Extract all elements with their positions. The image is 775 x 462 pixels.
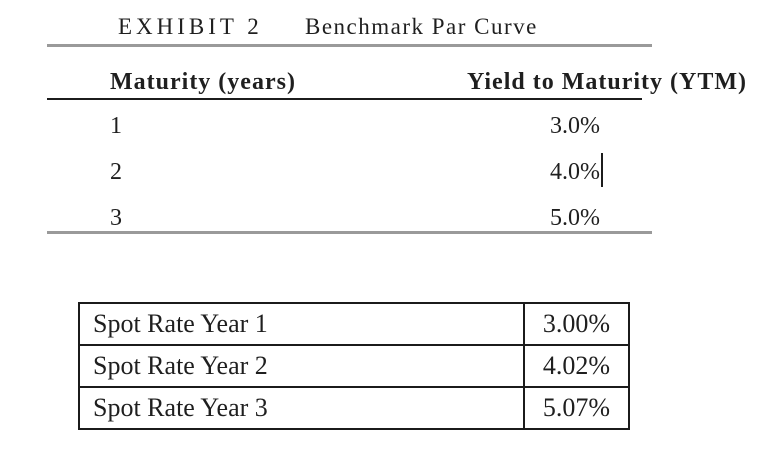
header-rule xyxy=(47,98,642,100)
column-header-ytm: Yield to Maturity (YTM) xyxy=(466,69,747,95)
table-row: Spot Rate Year 2 4.02% xyxy=(78,344,630,388)
par-curve-row: 2 4.0% xyxy=(0,157,775,187)
table-row: Spot Rate Year 3 5.07% xyxy=(78,386,630,430)
spot-rate-value: 3.00% xyxy=(523,302,630,346)
maturity-cell: 1 xyxy=(110,113,122,139)
maturity-cell: 3 xyxy=(110,205,122,231)
par-curve-row: 3 5.0% xyxy=(0,203,775,233)
par-curve-row: 1 3.0% xyxy=(0,111,775,141)
ytm-cell[interactable]: 4.0% xyxy=(550,159,600,185)
spot-rate-value: 5.07% xyxy=(523,386,630,430)
spot-rate-label: Spot Rate Year 2 xyxy=(78,344,525,388)
maturity-cell: 2 xyxy=(110,159,122,185)
ytm-cell: 5.0% xyxy=(550,205,600,231)
exhibit-title: Benchmark Par Curve xyxy=(305,14,538,39)
spot-rate-value: 4.02% xyxy=(523,344,630,388)
spot-rate-table: Spot Rate Year 1 3.00% Spot Rate Year 2 … xyxy=(78,302,630,430)
column-header-maturity: Maturity (years) xyxy=(110,69,296,95)
bottom-rule xyxy=(47,231,652,234)
spot-rate-label: Spot Rate Year 3 xyxy=(78,386,525,430)
ytm-cell: 3.0% xyxy=(550,113,600,139)
table-row: Spot Rate Year 1 3.00% xyxy=(78,302,630,346)
exhibit-label: EXHIBIT 2 xyxy=(118,14,263,39)
spot-rate-label: Spot Rate Year 1 xyxy=(78,302,525,346)
title-rule xyxy=(47,44,652,47)
text-cursor xyxy=(601,153,603,187)
